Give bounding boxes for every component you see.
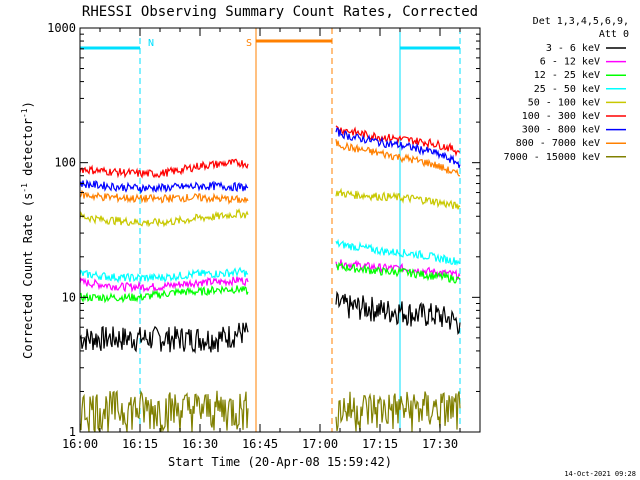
legend-label-5: 100 - 300 keV — [522, 111, 600, 122]
y-tick-label-1: 100 — [54, 156, 76, 170]
legend-title-line-2: Att 0 — [599, 29, 629, 40]
x-tick-label-3: 16:45 — [242, 437, 278, 451]
series-line-2-segment-1 — [335, 261, 461, 284]
svg-text:Corrected Count Rate (s-1 dete: Corrected Count Rate (s-1 detector-1) — [20, 101, 35, 359]
x-tick-label-5: 17:15 — [362, 437, 398, 451]
series-line-1-segment-0 — [79, 276, 249, 294]
legend-label-0: 3 - 6 keV — [546, 43, 600, 54]
x-tick-label-1: 16:15 — [122, 437, 158, 451]
series-line-4-segment-1 — [335, 187, 461, 210]
annotation-S-label: S — [246, 38, 252, 49]
legend-label-2: 12 - 25 keV — [534, 70, 600, 81]
series-line-6-segment-0 — [79, 179, 249, 194]
legend-layer: 3 - 6 keV 6 - 12 keV 12 - 25 keV 25 - 50 ke… — [504, 43, 626, 163]
series-line-7-segment-1 — [335, 139, 461, 177]
series-line-7-segment-0 — [79, 189, 249, 205]
y-axis-label: Corrected Count Rate (s-1 detector-1) — [20, 101, 35, 359]
series-line-3-segment-1 — [335, 238, 461, 266]
legend-label-4: 50 - 100 keV — [528, 97, 600, 108]
y-tick-label-0: 1000 — [47, 21, 76, 35]
axes-layer: 1000 100 10 116:00 16:15 16:30 16:45 17:00 17:15… — [47, 21, 481, 451]
x-tick-label-0: 16:00 — [62, 437, 98, 451]
legend-title-line-1: Det 1,3,4,5,6,9, — [533, 16, 629, 27]
series-line-6-segment-1 — [335, 127, 461, 169]
series-line-4-segment-0 — [79, 207, 249, 228]
series-line-3-segment-0 — [79, 266, 249, 284]
x-axis-label: Start Time (20-Apr-08 15:59:42) — [168, 455, 392, 469]
chart-title: RHESSI Observing Summary Count Rates, Co… — [82, 4, 478, 20]
x-tick-label-4: 17:00 — [302, 437, 338, 451]
series-line-2-segment-0 — [79, 284, 249, 304]
legend-label-1: 6 - 12 keV — [540, 57, 600, 68]
series-layer — [79, 125, 461, 433]
series-line-8-segment-0 — [79, 389, 249, 433]
legend-label-3: 25 - 50 keV — [534, 84, 600, 95]
series-line-0-segment-0 — [79, 322, 249, 354]
x-tick-label-2: 16:30 — [182, 437, 218, 451]
annotation-N-label: N — [148, 38, 154, 49]
y-tick-label-2: 10 — [62, 290, 76, 304]
series-line-5-segment-1 — [335, 125, 461, 157]
series-line-5-segment-0 — [79, 158, 249, 179]
timestamp: 14-Oct-2021 09:28 — [564, 470, 636, 478]
series-line-8-segment-1 — [335, 391, 461, 432]
legend-label-8: 7000 - 15000 keV — [504, 152, 600, 163]
legend-label-7: 800 - 7000 keV — [516, 138, 600, 149]
y-tick-label-3: 1 — [69, 425, 76, 439]
series-line-0-segment-1 — [335, 290, 461, 336]
x-tick-label-6: 17:30 — [422, 437, 458, 451]
legend-label-6: 300 - 800 keV — [522, 125, 600, 136]
